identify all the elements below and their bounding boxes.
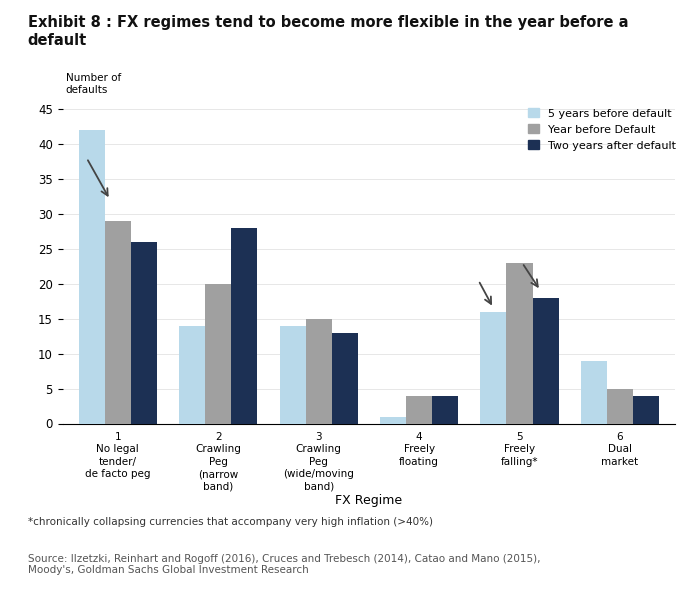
Text: Exhibit 8 : FX regimes tend to become more flexible in the year before a: Exhibit 8 : FX regimes tend to become mo… bbox=[28, 15, 628, 30]
Bar bbox=[280, 325, 306, 423]
Bar bbox=[131, 242, 157, 424]
Bar bbox=[480, 312, 507, 423]
Bar bbox=[332, 333, 358, 423]
Text: Source: Ilzetzki, Reinhart and Rogoff (2016), Cruces and Trebesch (2014), Catao : Source: Ilzetzki, Reinhart and Rogoff (2… bbox=[28, 554, 540, 575]
Bar bbox=[607, 388, 633, 424]
Bar bbox=[507, 263, 532, 424]
Bar bbox=[406, 396, 432, 424]
Bar bbox=[205, 284, 231, 424]
Bar bbox=[633, 396, 659, 424]
Bar bbox=[432, 396, 458, 424]
Bar bbox=[231, 227, 258, 424]
Legend: 5 years before default, Year before Default, Two years after default: 5 years before default, Year before Defa… bbox=[528, 108, 676, 151]
Text: *chronically collapsing currencies that accompany very high inflation (>40%): *chronically collapsing currencies that … bbox=[28, 517, 433, 528]
Text: default: default bbox=[28, 33, 87, 48]
Bar bbox=[179, 325, 205, 423]
Bar bbox=[380, 416, 406, 423]
Bar bbox=[105, 221, 131, 424]
Bar bbox=[532, 298, 559, 423]
Bar bbox=[306, 319, 332, 424]
Bar bbox=[580, 361, 607, 424]
Bar bbox=[79, 130, 105, 424]
Text: Number of
defaults: Number of defaults bbox=[65, 73, 121, 95]
X-axis label: FX Regime: FX Regime bbox=[335, 494, 402, 507]
